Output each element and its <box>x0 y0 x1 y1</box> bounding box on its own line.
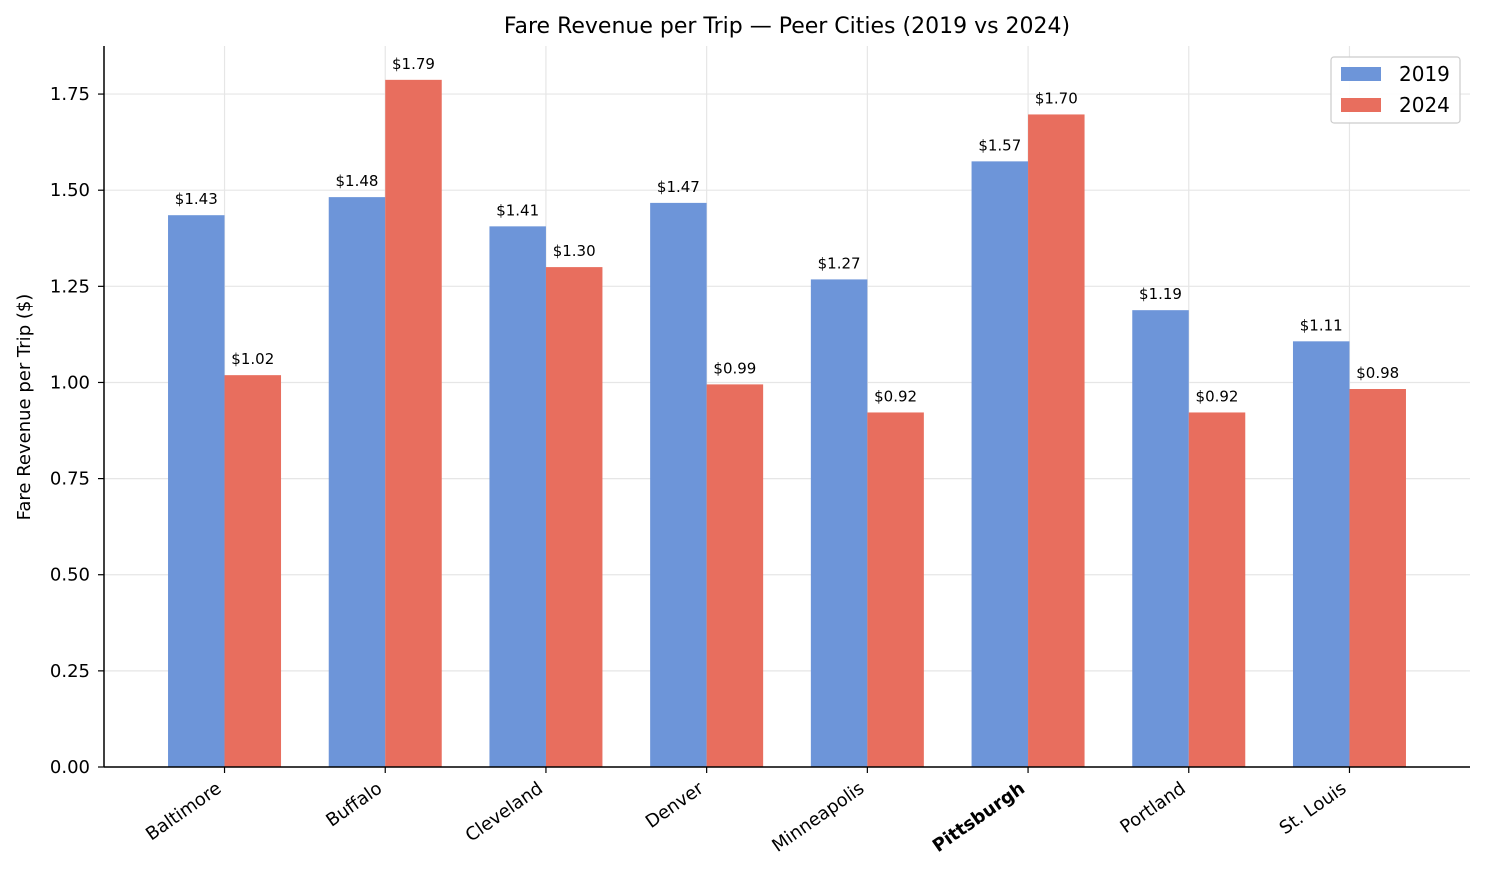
data-label-2019: $1.47 <box>657 178 700 196</box>
data-label-2019: $1.19 <box>1139 285 1182 303</box>
legend-label-2024: 2024 <box>1399 93 1450 117</box>
data-label-2019: $1.27 <box>818 254 861 272</box>
y-tick-label: 0.25 <box>50 661 90 682</box>
grid-layer <box>104 46 1470 768</box>
bar-2019 <box>1292 341 1350 767</box>
bar-2024 <box>1349 389 1406 767</box>
bar-2024 <box>545 267 603 767</box>
bar-2019 <box>489 226 546 767</box>
bars-layer <box>168 79 1406 768</box>
x-tick-label: Denver <box>642 778 708 833</box>
data-label-2024: $1.30 <box>553 242 596 260</box>
x-tick-label: St. Louis <box>1276 778 1351 839</box>
x-tick-label: Portland <box>1117 778 1190 838</box>
legend: 2019 2024 <box>1330 56 1461 124</box>
data-label-2019: $1.48 <box>336 172 379 190</box>
y-tick-label: 1.75 <box>50 84 90 105</box>
data-label-2019: $1.11 <box>1300 316 1343 334</box>
data-label-2019: $1.41 <box>496 201 539 219</box>
bar-2019 <box>810 279 868 767</box>
x-tick-label: Minneapolis <box>768 778 868 857</box>
data-label-2024: $1.79 <box>392 55 435 73</box>
legend-swatch-2024 <box>1341 98 1381 112</box>
bar-2019 <box>650 202 707 768</box>
bar-2024 <box>1028 114 1085 768</box>
y-axis-label: Fare Revenue per Trip ($) <box>14 294 35 521</box>
bar-2019 <box>971 161 1029 768</box>
data-label-2024: $0.92 <box>874 387 917 405</box>
bar-2024 <box>385 79 442 768</box>
x-tick-label: Pittsburgh <box>929 778 1029 857</box>
x-tick-label: Buffalo <box>322 778 386 831</box>
y-tick-label: 1.25 <box>50 276 90 297</box>
data-label-2024: $0.99 <box>713 359 756 377</box>
legend-swatch-2019 <box>1341 67 1381 81</box>
data-label-2019: $1.57 <box>978 136 1021 154</box>
bar-2019 <box>168 215 225 767</box>
legend-label-2019: 2019 <box>1399 62 1450 86</box>
data-labels-layer: $1.43 $1.02 $1.48 $1.79 $1.41 $1.30 $1.47 $0.99… <box>175 55 1399 406</box>
bar-2024 <box>706 384 764 767</box>
data-label-2024: $1.70 <box>1035 89 1078 107</box>
y-tick-label: 0.75 <box>50 469 90 490</box>
bar-2019 <box>1132 310 1189 767</box>
data-label-2024: $0.98 <box>1356 364 1399 382</box>
data-label-2024: $1.02 <box>231 350 274 368</box>
bar-2024 <box>1188 412 1246 767</box>
y-tick-label: 1.50 <box>50 180 90 201</box>
y-tick-label: 0.50 <box>50 565 90 586</box>
x-tick-label: Baltimore <box>142 778 225 845</box>
y-tick-label: 1.00 <box>50 372 90 393</box>
bar-2019 <box>328 197 386 768</box>
data-label-2019: $1.43 <box>175 190 218 208</box>
data-label-2024: $0.92 <box>1196 387 1239 405</box>
bar-2024 <box>224 375 282 767</box>
x-tick-label: Cleveland <box>462 778 547 846</box>
y-tick-label: 0.00 <box>50 757 90 778</box>
chart-title: Fare Revenue per Trip — Peer Cities (201… <box>504 14 1070 39</box>
bar-2024 <box>867 412 924 767</box>
